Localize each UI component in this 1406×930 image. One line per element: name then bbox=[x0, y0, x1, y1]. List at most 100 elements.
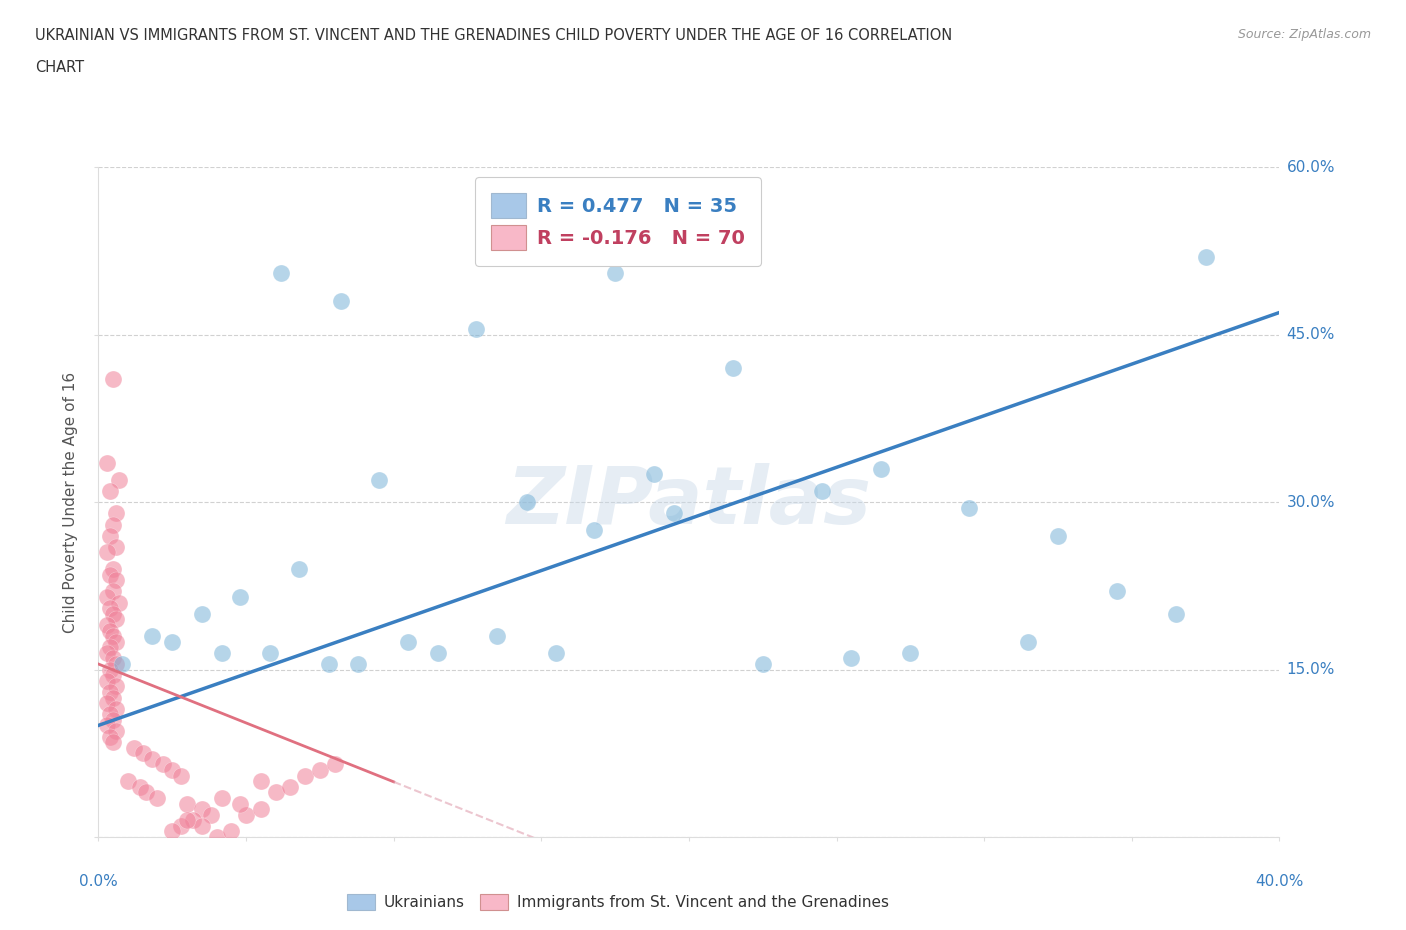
Point bbox=[103, 668, 125, 683]
Point bbox=[347, 657, 370, 671]
Point bbox=[368, 472, 391, 487]
Point bbox=[103, 629, 125, 644]
Point bbox=[396, 634, 419, 649]
Point bbox=[122, 740, 145, 755]
Text: 30.0%: 30.0% bbox=[1286, 495, 1334, 510]
Point bbox=[98, 528, 121, 543]
Point bbox=[211, 645, 233, 660]
Point bbox=[605, 266, 627, 281]
Text: UKRAINIAN VS IMMIGRANTS FROM ST. VINCENT AND THE GRENADINES CHILD POVERTY UNDER : UKRAINIAN VS IMMIGRANTS FROM ST. VINCENT… bbox=[35, 28, 952, 43]
Point bbox=[259, 645, 281, 660]
Point bbox=[105, 573, 128, 588]
Text: ZIPatlas: ZIPatlas bbox=[506, 463, 872, 541]
Point bbox=[105, 506, 128, 521]
Point bbox=[105, 724, 128, 738]
Point bbox=[318, 657, 340, 671]
Point bbox=[1046, 528, 1069, 543]
Point bbox=[98, 484, 121, 498]
Point bbox=[170, 818, 193, 833]
Point bbox=[643, 467, 665, 482]
Point bbox=[1017, 634, 1039, 649]
Point bbox=[515, 495, 537, 510]
Point bbox=[98, 662, 121, 677]
Point bbox=[98, 601, 121, 616]
Point bbox=[235, 807, 257, 822]
Point bbox=[309, 763, 332, 777]
Point bbox=[105, 679, 128, 694]
Point bbox=[103, 372, 125, 387]
Point bbox=[176, 796, 198, 811]
Point bbox=[96, 590, 118, 604]
Point bbox=[135, 785, 157, 800]
Text: 45.0%: 45.0% bbox=[1286, 327, 1334, 342]
Text: 0.0%: 0.0% bbox=[79, 874, 118, 889]
Point bbox=[839, 651, 862, 666]
Point bbox=[205, 830, 228, 844]
Point bbox=[721, 361, 744, 376]
Point bbox=[103, 690, 125, 705]
Point bbox=[751, 657, 773, 671]
Point bbox=[96, 696, 118, 711]
Point bbox=[869, 461, 891, 476]
Point bbox=[162, 824, 183, 839]
Legend: Ukrainians, Immigrants from St. Vincent and the Grenadines: Ukrainians, Immigrants from St. Vincent … bbox=[342, 888, 896, 916]
Point bbox=[96, 718, 118, 733]
Point bbox=[98, 623, 121, 638]
Point bbox=[211, 790, 233, 805]
Point bbox=[176, 813, 198, 828]
Point bbox=[162, 634, 183, 649]
Point bbox=[103, 606, 125, 621]
Point bbox=[486, 629, 509, 644]
Point bbox=[141, 629, 163, 644]
Point bbox=[105, 612, 128, 627]
Point bbox=[111, 657, 134, 671]
Point bbox=[583, 523, 606, 538]
Point bbox=[105, 657, 128, 671]
Point bbox=[544, 645, 567, 660]
Point bbox=[98, 684, 121, 699]
Point bbox=[103, 712, 125, 727]
Point bbox=[1195, 249, 1218, 264]
Point bbox=[170, 768, 193, 783]
Point bbox=[191, 802, 214, 817]
Point bbox=[141, 751, 163, 766]
Point bbox=[288, 562, 311, 577]
Text: Source: ZipAtlas.com: Source: ZipAtlas.com bbox=[1237, 28, 1371, 41]
Text: CHART: CHART bbox=[35, 60, 84, 75]
Point bbox=[329, 294, 352, 309]
Point bbox=[105, 539, 128, 554]
Point bbox=[105, 634, 128, 649]
Point bbox=[270, 266, 292, 281]
Point bbox=[103, 651, 125, 666]
Point bbox=[229, 590, 252, 604]
Point bbox=[264, 785, 287, 800]
Point bbox=[191, 818, 214, 833]
Point bbox=[108, 472, 131, 487]
Point bbox=[200, 807, 222, 822]
Point bbox=[1164, 606, 1187, 621]
Point bbox=[294, 768, 316, 783]
Point bbox=[900, 645, 922, 660]
Point bbox=[103, 584, 125, 599]
Point bbox=[664, 506, 686, 521]
Point bbox=[108, 595, 131, 610]
Point bbox=[959, 500, 981, 515]
Point bbox=[117, 774, 139, 789]
Point bbox=[103, 735, 125, 750]
Point bbox=[1105, 584, 1128, 599]
Point bbox=[162, 763, 183, 777]
Point bbox=[96, 456, 118, 471]
Point bbox=[103, 517, 125, 532]
Point bbox=[250, 802, 273, 817]
Point bbox=[152, 757, 174, 772]
Point bbox=[181, 813, 204, 828]
Point bbox=[132, 746, 155, 761]
Point bbox=[146, 790, 169, 805]
Point bbox=[98, 640, 121, 655]
Point bbox=[219, 824, 242, 839]
Point bbox=[810, 484, 832, 498]
Point bbox=[250, 774, 273, 789]
Point bbox=[98, 567, 121, 582]
Point bbox=[278, 779, 302, 794]
Point bbox=[103, 562, 125, 577]
